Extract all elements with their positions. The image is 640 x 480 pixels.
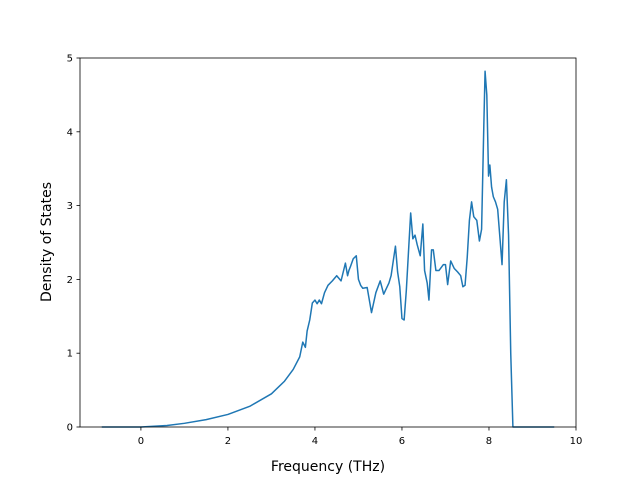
y-axis: 0 1 2 3 4 5 <box>67 54 80 434</box>
y-tick-label: 5 <box>67 54 73 65</box>
y-tick-label: 0 <box>67 423 73 434</box>
y-tick-label: 2 <box>67 275 73 286</box>
y-tick-label: 4 <box>67 127 73 138</box>
x-axis-title: Frequency (THz) <box>271 459 385 475</box>
x-tick-label: 4 <box>312 436 318 447</box>
y-tick-label: 1 <box>67 349 73 360</box>
plot-frame <box>79 57 577 428</box>
x-tick-label: 6 <box>399 436 405 447</box>
plot-background <box>80 58 576 427</box>
y-axis-title: Density of States <box>39 182 55 302</box>
x-tick-label: 2 <box>225 436 231 447</box>
x-axis: 0 2 4 6 8 10 <box>138 427 583 447</box>
series-layer <box>101 70 555 428</box>
x-tick-label: 0 <box>138 436 144 447</box>
dos-series-line <box>101 70 555 428</box>
x-tick-label: 10 <box>570 436 583 447</box>
x-tick-label: 8 <box>486 436 492 447</box>
y-tick-label: 3 <box>67 201 73 212</box>
